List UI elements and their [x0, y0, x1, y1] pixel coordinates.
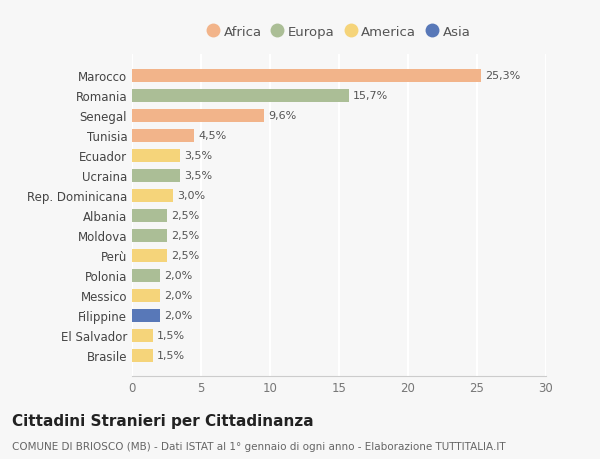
Bar	[132, 150, 181, 162]
Text: 3,0%: 3,0%	[178, 191, 206, 201]
Bar	[132, 249, 167, 262]
Bar	[132, 169, 181, 182]
Bar	[132, 309, 160, 322]
Text: 1,5%: 1,5%	[157, 350, 185, 360]
Bar	[132, 349, 152, 362]
Bar	[132, 329, 152, 342]
Bar	[132, 70, 481, 83]
Text: 2,0%: 2,0%	[164, 310, 192, 320]
Bar	[132, 129, 194, 142]
Text: 4,5%: 4,5%	[198, 131, 226, 141]
Text: 2,5%: 2,5%	[170, 211, 199, 221]
Bar	[132, 110, 265, 123]
Text: 3,5%: 3,5%	[184, 171, 212, 181]
Text: COMUNE DI BRIOSCO (MB) - Dati ISTAT al 1° gennaio di ogni anno - Elaborazione TU: COMUNE DI BRIOSCO (MB) - Dati ISTAT al 1…	[12, 441, 506, 451]
Text: 2,5%: 2,5%	[170, 251, 199, 261]
Text: 2,0%: 2,0%	[164, 270, 192, 280]
Bar	[132, 90, 349, 102]
Legend: Africa, Europa, America, Asia: Africa, Europa, America, Asia	[205, 23, 473, 42]
Text: 2,5%: 2,5%	[170, 231, 199, 241]
Bar	[132, 289, 160, 302]
Bar	[132, 269, 160, 282]
Text: 25,3%: 25,3%	[485, 71, 521, 81]
Bar	[132, 209, 167, 222]
Text: 3,5%: 3,5%	[184, 151, 212, 161]
Text: 2,0%: 2,0%	[164, 291, 192, 301]
Text: 9,6%: 9,6%	[269, 111, 297, 121]
Bar	[132, 229, 167, 242]
Bar	[132, 189, 173, 202]
Text: Cittadini Stranieri per Cittadinanza: Cittadini Stranieri per Cittadinanza	[12, 413, 314, 428]
Text: 15,7%: 15,7%	[353, 91, 388, 101]
Text: 1,5%: 1,5%	[157, 330, 185, 340]
